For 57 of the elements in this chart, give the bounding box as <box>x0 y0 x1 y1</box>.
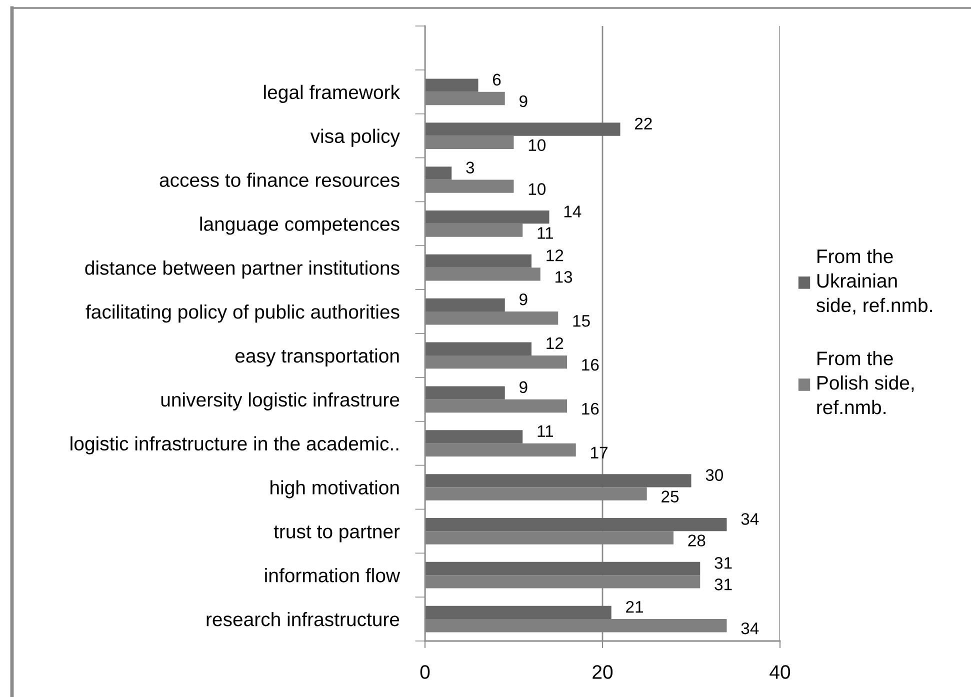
y-tick-label: access to finance resources <box>160 172 400 187</box>
data-label: 12 <box>546 337 564 350</box>
bar <box>425 562 700 576</box>
data-label: 16 <box>582 358 599 371</box>
data-label: 9 <box>520 381 528 394</box>
data-label: 30 <box>706 469 724 481</box>
data-label: 34 <box>741 513 759 525</box>
data-label: 13 <box>556 271 572 283</box>
data-label: 10 <box>528 183 546 195</box>
legend-label: From the Ukrainian side, ref.nmb. <box>816 248 932 314</box>
data-label: 10 <box>528 139 546 152</box>
data-label: 11 <box>538 425 554 437</box>
x-tick-label: 40 <box>770 665 790 679</box>
data-label: 17 <box>591 446 608 458</box>
data-label: 31 <box>714 578 732 590</box>
data-label: 22 <box>634 118 652 130</box>
data-label: 15 <box>573 315 590 327</box>
bar <box>425 430 523 444</box>
x-tick-label: 0 <box>420 665 430 679</box>
data-label: 28 <box>688 534 706 546</box>
data-label: 21 <box>626 600 643 613</box>
bar <box>425 298 505 312</box>
bar <box>425 122 620 136</box>
y-tick-label: facilitating policy of public authorities <box>86 304 400 323</box>
y-tick-label: distance between partner institutions <box>85 260 400 279</box>
y-tick-label: university logistic infrastrure <box>161 392 400 410</box>
bar <box>425 606 612 620</box>
y-tick-label: trust to partner <box>274 526 400 542</box>
bar <box>425 474 692 488</box>
bar <box>425 342 532 356</box>
data-label: 12 <box>546 250 564 262</box>
data-label: 31 <box>714 557 732 569</box>
data-label: 6 <box>492 74 501 86</box>
data-label: 25 <box>662 490 679 502</box>
data-label: 9 <box>520 293 528 306</box>
y-tick-label: language competences <box>200 216 400 235</box>
legend-label: From the Polish side, ref.nmb. <box>817 351 914 414</box>
bar <box>425 386 505 400</box>
y-tick-label: logistic infrastructure in the academic.. <box>70 436 398 454</box>
y-tick-label: easy transportation <box>235 348 399 367</box>
y-tick-label: legal framework <box>264 84 400 103</box>
data-label: 16 <box>582 402 599 415</box>
data-label: 11 <box>538 227 554 239</box>
bar <box>425 210 550 224</box>
bar <box>425 78 478 92</box>
data-label: 14 <box>564 206 582 218</box>
y-tick-label: visa policy <box>310 128 400 147</box>
x-tick-label: 20 <box>592 665 613 679</box>
bar <box>425 254 532 268</box>
y-tick-label: research infrastructure <box>206 612 400 626</box>
y-tick-label: information flow <box>265 568 400 582</box>
bar <box>425 518 727 532</box>
data-label: 9 <box>520 95 528 108</box>
data-label: 3 <box>466 162 474 174</box>
data-label: 34 <box>741 622 759 634</box>
y-tick-label: high motivation <box>270 480 399 498</box>
bar <box>425 166 452 180</box>
